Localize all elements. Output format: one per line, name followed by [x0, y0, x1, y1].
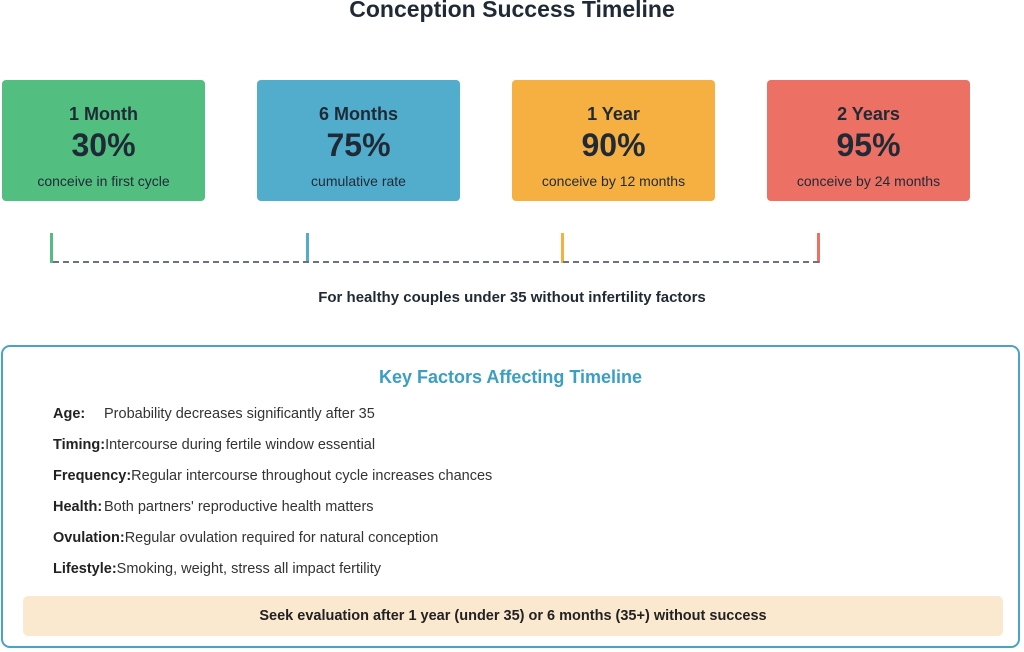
factor-item: Lifestyle:Smoking, weight, stress all im…: [53, 561, 492, 592]
factor-text: Smoking, weight, stress all impact ferti…: [116, 561, 381, 577]
factor-text: Regular ovulation required for natural c…: [124, 530, 439, 546]
milestone-description: conceive by 12 months: [541, 173, 686, 189]
timeline-marker: [306, 233, 309, 263]
factor-label: Frequency:: [53, 468, 132, 484]
factor-item: Timing:Intercourse during fertile window…: [53, 437, 492, 468]
milestone-card: 2 Years 95% conceive by 24 months: [767, 80, 970, 201]
timeline-marker: [561, 233, 564, 263]
milestone-period: 1 Year: [587, 104, 640, 124]
milestone-percent: 30%: [71, 127, 136, 163]
milestone-period: 1 Month: [69, 104, 138, 124]
factor-text: Intercourse during fertile window essent…: [105, 437, 376, 453]
milestone-percent: 90%: [581, 127, 646, 163]
panel-title: Key Factors Affecting Timeline: [378, 367, 643, 387]
factor-label: Age:: [53, 406, 86, 422]
timeline-marker: [817, 233, 820, 263]
evaluation-callout: Seek evaluation after 1 year (under 35) …: [23, 596, 1003, 636]
factor-label: Lifestyle:: [53, 561, 117, 577]
factor-label: Ovulation:: [53, 530, 125, 546]
milestone-period: 2 Years: [837, 104, 900, 124]
page-title: Conception Success Timeline: [349, 0, 675, 22]
factor-item: Frequency:Regular intercourse throughout…: [53, 468, 492, 499]
factor-list: Age: Probability decreases significantly …: [53, 406, 492, 592]
milestone-card: 1 Month 30% conceive in first cycle: [2, 80, 205, 201]
milestone-period: 6 Months: [319, 104, 398, 124]
milestone-description: cumulative rate: [311, 173, 406, 189]
factor-item: Ovulation:Regular ovulation required for…: [53, 530, 492, 561]
timeline-line: [53, 261, 819, 263]
factor-text: Regular intercourse throughout cycle inc…: [131, 468, 493, 484]
timeline-marker: [50, 233, 53, 263]
milestone-percent: 75%: [326, 127, 391, 163]
factor-item: Age: Probability decreases significantly …: [53, 406, 492, 437]
key-factors-panel: Key Factors Affecting Timeline Age: Proba…: [1, 345, 1020, 648]
factor-label: Health:: [53, 499, 103, 515]
milestone-description: conceive by 24 months: [796, 173, 941, 189]
milestone-card: 1 Year 90% conceive by 12 months: [512, 80, 715, 201]
factor-label: Timing:: [53, 437, 106, 453]
factor-text: Both partners' reproductive health matte…: [104, 499, 374, 515]
factor-text: Probability decreases significantly afte…: [104, 406, 375, 422]
milestone-percent: 95%: [836, 127, 901, 163]
factor-item: Health: Both partners' reproductive healt…: [53, 499, 492, 530]
timeline-note: For healthy couples under 35 without inf…: [318, 289, 706, 306]
milestone-card: 6 Months 75% cumulative rate: [257, 80, 460, 201]
milestone-description: conceive in first cycle: [37, 173, 170, 189]
